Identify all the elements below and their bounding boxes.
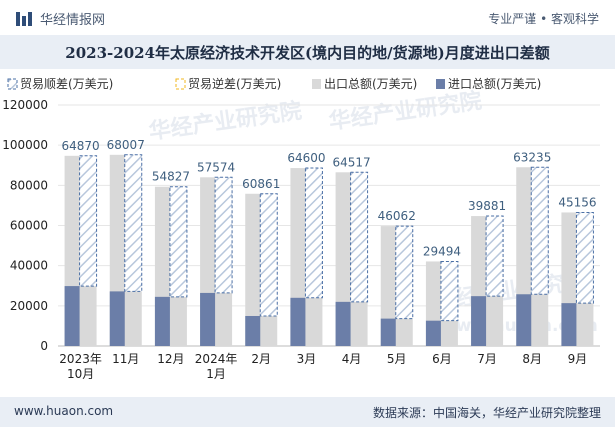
category-group: 29494 6月	[423, 244, 461, 366]
brand-logo-icon	[16, 11, 32, 26]
import-bar	[335, 301, 351, 346]
category-group: 64517 4月	[332, 155, 370, 366]
surplus-bar	[259, 193, 278, 317]
legend-label: 贸易顺差(万美元)	[20, 77, 113, 91]
surplus-bar	[440, 260, 459, 322]
category-group: 68007 11月	[107, 138, 145, 366]
x-tick-label: 9月	[568, 352, 588, 366]
import-bar	[561, 303, 577, 346]
category-group: 63235 8月	[513, 150, 551, 366]
legend-swatch	[175, 78, 186, 90]
x-tick-label: 5月	[387, 352, 407, 366]
y-tick-label: 80000	[10, 178, 48, 192]
surplus-bar	[169, 186, 188, 298]
category-group: 45156 9月	[558, 195, 596, 366]
data-label: 45156	[558, 195, 596, 209]
surplus-bar	[485, 215, 504, 297]
category-group: 60861 2月	[242, 177, 280, 366]
surplus-bar	[124, 154, 143, 292]
legend-label: 出口总额(万美元)	[324, 77, 417, 91]
data-label: 64600	[287, 151, 325, 165]
surplus-bar	[79, 155, 98, 287]
legend-swatch	[7, 78, 18, 90]
import-bar	[380, 318, 396, 346]
import-bar	[245, 315, 261, 346]
surplus-bar	[214, 176, 233, 294]
import-bar	[154, 296, 170, 346]
surplus-bar	[304, 167, 323, 299]
y-tick-label: 20000	[10, 299, 48, 313]
import-bar	[516, 294, 532, 346]
import-bar	[109, 291, 125, 346]
category-group: 39881 7月	[468, 199, 506, 366]
legend-item: 贸易逆差(万美元)	[175, 76, 281, 91]
import-bar	[200, 292, 216, 346]
x-tick-label: 2023年	[59, 352, 102, 366]
footer-bar: www.huaon.com 数据来源：中国海关，华经产业研究院整理	[0, 397, 615, 427]
watermark: 华经产业研究院	[327, 88, 483, 135]
x-tick-label: 2月	[251, 352, 271, 366]
chart-title: 2023-2024年太原经济技术开发区(境内目的地/货源地)月度进出口差额	[65, 44, 550, 62]
legend-swatch	[436, 79, 445, 89]
surplus-bar	[395, 225, 414, 320]
import-bar	[471, 296, 487, 346]
brand: 华经情报网	[16, 9, 105, 28]
data-label: 64517	[332, 155, 370, 169]
brand-name: 华经情报网	[40, 13, 106, 28]
data-label: 68007	[107, 138, 145, 152]
data-label: 60861	[242, 177, 280, 191]
category-group: 54827 12月	[152, 170, 190, 366]
y-tick-label: 60000	[10, 219, 48, 233]
legend-label: 进口总额(万美元)	[448, 77, 541, 91]
surplus-bar	[350, 171, 369, 303]
data-label: 29494	[423, 244, 461, 258]
data-label: 63235	[513, 150, 551, 164]
legend-item: 进口总额(万美元)	[436, 77, 541, 91]
y-tick-label: 40000	[10, 259, 48, 273]
data-label: 64870	[61, 139, 99, 153]
surplus-bar	[575, 211, 594, 304]
category-group: 46062 5月	[378, 209, 416, 366]
x-tick-label: 8月	[522, 352, 542, 366]
x-tick-label: 7月	[477, 352, 497, 366]
y-tick-label: 120000	[2, 98, 48, 112]
legend-item: 贸易顺差(万美元)	[7, 77, 113, 91]
y-tick-label: 0	[40, 339, 48, 353]
import-bar	[64, 286, 80, 346]
slogan: 专业严谨 • 客观科学	[488, 12, 599, 26]
x-tick-label: 11月	[112, 352, 139, 366]
footer-site: www.huaon.com	[14, 404, 114, 418]
footer-source: 数据来源：中国海关，华经产业研究院整理	[372, 406, 601, 420]
x-tick-label: 2024年	[195, 352, 238, 366]
x-tick-label: 10月	[67, 367, 94, 381]
x-tick-label: 1月	[206, 367, 226, 381]
category-group: 64600 3月	[287, 151, 325, 366]
data-label: 39881	[468, 199, 506, 213]
surplus-bar	[530, 166, 549, 295]
data-label: 46062	[378, 209, 416, 223]
legend-label: 贸易逆差(万美元)	[188, 76, 281, 91]
top-header: 华经情报网 专业严谨 • 客观科学	[0, 0, 615, 36]
y-tick-label: 100000	[2, 138, 48, 152]
x-tick-label: 4月	[342, 352, 362, 366]
x-tick-label: 12月	[157, 352, 184, 366]
data-label: 54827	[152, 170, 190, 184]
import-bar	[425, 320, 441, 346]
import-bar	[290, 297, 306, 346]
data-label: 57574	[197, 160, 235, 174]
bar-chart: 华经产业研究院华经产业研究院华经产业研究院www.huaon.com贸易顺差(万…	[2, 76, 600, 381]
legend-swatch	[312, 79, 321, 89]
x-tick-label: 6月	[432, 352, 452, 366]
legend-item: 出口总额(万美元)	[312, 77, 417, 91]
title-bar: 2023-2024年太原经济技术开发区(境内目的地/货源地)月度进出口差额	[0, 35, 615, 69]
x-tick-label: 3月	[297, 352, 317, 366]
